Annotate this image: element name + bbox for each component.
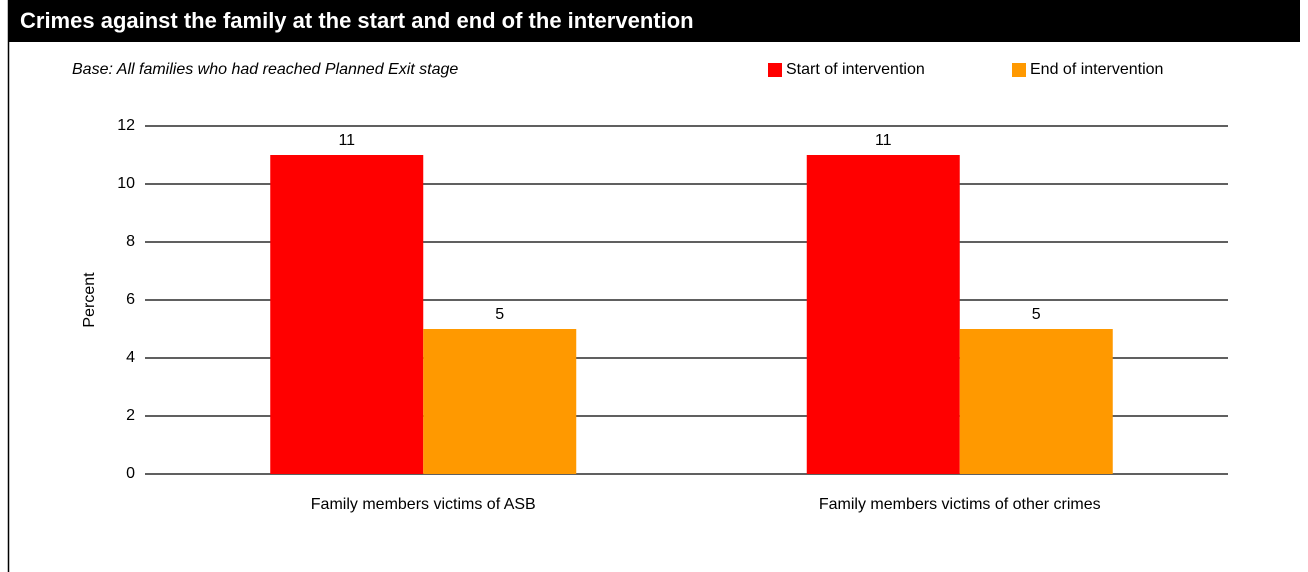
subtitle: Base: All families who had reached Plann…: [72, 61, 458, 78]
bar: [806, 155, 960, 474]
data-label: 5: [495, 306, 504, 323]
bar: [270, 155, 424, 474]
data-label: 11: [875, 132, 892, 149]
legend-label: End of intervention: [1030, 61, 1163, 78]
chart-title: Crimes against the family at the start a…: [20, 8, 694, 33]
y-tick-label: 10: [117, 175, 135, 192]
legend-label: Start of intervention: [786, 61, 925, 78]
title-bar: [8, 0, 1300, 42]
y-tick-label: 2: [126, 407, 135, 424]
legend-swatch: [768, 63, 782, 77]
data-label: 11: [338, 132, 355, 149]
legend-swatch: [1012, 63, 1026, 77]
y-tick-label: 0: [126, 465, 135, 482]
y-tick-label: 12: [117, 117, 135, 134]
y-tick-label: 4: [126, 349, 135, 366]
x-tick-label: Family members victims of other crimes: [819, 496, 1101, 513]
x-tick-label: Family members victims of ASB: [311, 496, 536, 513]
y-axis-label: Percent: [81, 272, 98, 328]
bar: [423, 329, 577, 474]
data-label: 5: [1032, 306, 1041, 323]
y-tick-label: 8: [126, 233, 135, 250]
y-tick-label: 6: [126, 291, 135, 308]
bar: [959, 329, 1113, 474]
